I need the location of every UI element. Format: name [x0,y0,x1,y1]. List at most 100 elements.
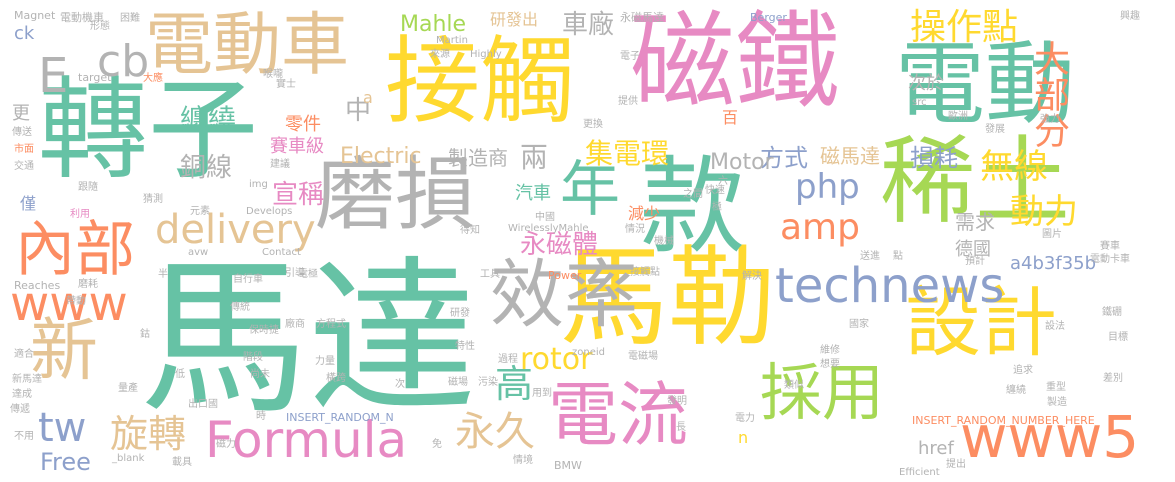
cloud-word: delivery [155,207,316,253]
cloud-word: 銅線 [180,153,233,183]
cloud-word: technews [775,258,1005,314]
cloud-word: 大部分 [1028,40,1069,148]
cloud-word: Electric [340,144,422,169]
cloud-word: 跟隨 [78,182,98,193]
cloud-word: 年 [560,155,620,225]
cloud-word: 纏繞 [1006,385,1026,396]
cloud-word: 高 [495,362,534,406]
cloud-word: 力量 [315,356,335,367]
cloud-word: 電動卡車 [1090,254,1130,265]
cloud-word: 動力 [1010,192,1078,232]
cloud-word: 元素 [190,206,210,217]
cloud-word: img [249,179,268,190]
cloud-word: 之間 [683,189,703,200]
cloud-word: 次於 [908,73,944,94]
cloud-word: 汽車 [515,183,551,204]
cloud-word: Free [40,448,91,476]
cloud-word: 圖片 [1042,229,1062,240]
cloud-word: 載具 [172,457,192,468]
cloud-word: 發展 [985,124,1005,135]
cloud-word: 永久 [455,409,535,455]
cloud-word: 設法 [1045,321,1065,332]
cloud-word: Reaches [14,279,61,292]
cloud-word: 車廠 [562,10,615,40]
cloud-word: www [10,276,128,332]
cloud-word: 傳送 [12,127,32,138]
cloud-word: 特性 [455,341,475,352]
cloud-word: 量產 [118,383,138,394]
cloud-word: 兩 [520,141,549,174]
cloud-word: 僅 [20,194,37,213]
cloud-word: 達成 [12,389,32,400]
cloud-word: 磨耗 [78,279,98,290]
cloud-word: target [78,71,112,84]
cloud-word: 類似 [784,380,804,391]
cloud-word: 想要 [820,359,840,370]
cloud-word: 操作點 [910,7,1019,48]
cloud-word: _blank [112,453,145,464]
cloud-word: cb [97,36,150,87]
cloud-word: 形態 [90,21,110,32]
cloud-word: 交通 [14,161,34,172]
cloud-word: 中國 [535,212,555,223]
cloud-word: 電動車 [145,6,350,85]
cloud-word: 猜測 [143,194,163,205]
cloud-word: 零件 [285,114,321,135]
cloud-word: 市面 [14,144,34,155]
cloud-word: 電極 [298,269,318,280]
cloud-word: 磨損 [315,148,475,241]
cloud-word: 傳遞 [10,404,30,415]
cloud-word: 用到 [532,388,552,399]
cloud-word: INSERT_RANDOM_N [286,411,394,424]
cloud-word: Efficient [899,467,940,478]
cloud-word: 稀土 [880,127,1071,237]
cloud-word: 電動機車 [60,11,104,24]
cloud-word: 中 [345,96,372,126]
cloud-word: 磁場 [448,377,468,388]
cloud-word: tw [38,405,87,451]
cloud-word: 得知 [460,225,480,236]
cloud-word: 污染 [478,377,498,388]
cloud-word: php [795,167,860,207]
cloud-word: 來源 [430,49,450,60]
cloud-word: 馬達 [140,241,476,437]
cloud-word: 更 [12,103,30,124]
cloud-word: 減少 [628,204,661,223]
cloud-word: 半 [158,269,168,280]
cloud-word: BMW [554,459,582,472]
cloud-word: 宣稱 [272,180,325,210]
cloud-word: 電流 [548,374,688,456]
cloud-word: 機械 [654,236,674,247]
cloud-word: 款 [640,146,746,268]
cloud-word: 研發 [450,308,470,319]
cloud-word: 維修 [820,345,840,356]
cloud-word: 追求 [1013,365,1033,376]
cloud-word: 引導 [285,268,305,279]
cloud-word: 尚未 [250,369,270,380]
cloud-word: 不用 [14,431,34,442]
cloud-word: zoneid [572,347,605,358]
cloud-word: 情況 [625,224,645,235]
cloud-word: 建議 [270,159,290,170]
cloud-word: 百 [722,108,739,127]
cloud-word: 研發出 [490,10,539,29]
cloud-word: 情境 [513,455,533,466]
cloud-word: href [918,438,954,459]
cloud-word: 出口國 [188,399,218,410]
cloud-word: 適合 [14,349,34,360]
cloud-word: 採用 [760,356,885,429]
cloud-word: 點 [893,251,903,262]
cloud-word: amp [780,207,860,248]
cloud-word: 磁力 [216,439,236,450]
cloud-word: 集電環 [585,137,670,170]
cloud-word: 提出 [946,459,966,470]
cloud-word: 困難 [120,13,140,24]
cloud-word: 馬勒 [560,236,777,361]
cloud-word: 更換 [583,119,603,130]
cloud-word: Magnet [14,9,56,22]
cloud-word: Formula [205,411,408,469]
cloud-word: 帶動 [66,296,86,307]
cloud-word: 新馬達 [12,374,42,385]
cloud-word: 需求 [955,210,995,234]
cloud-word: Power [548,269,582,282]
